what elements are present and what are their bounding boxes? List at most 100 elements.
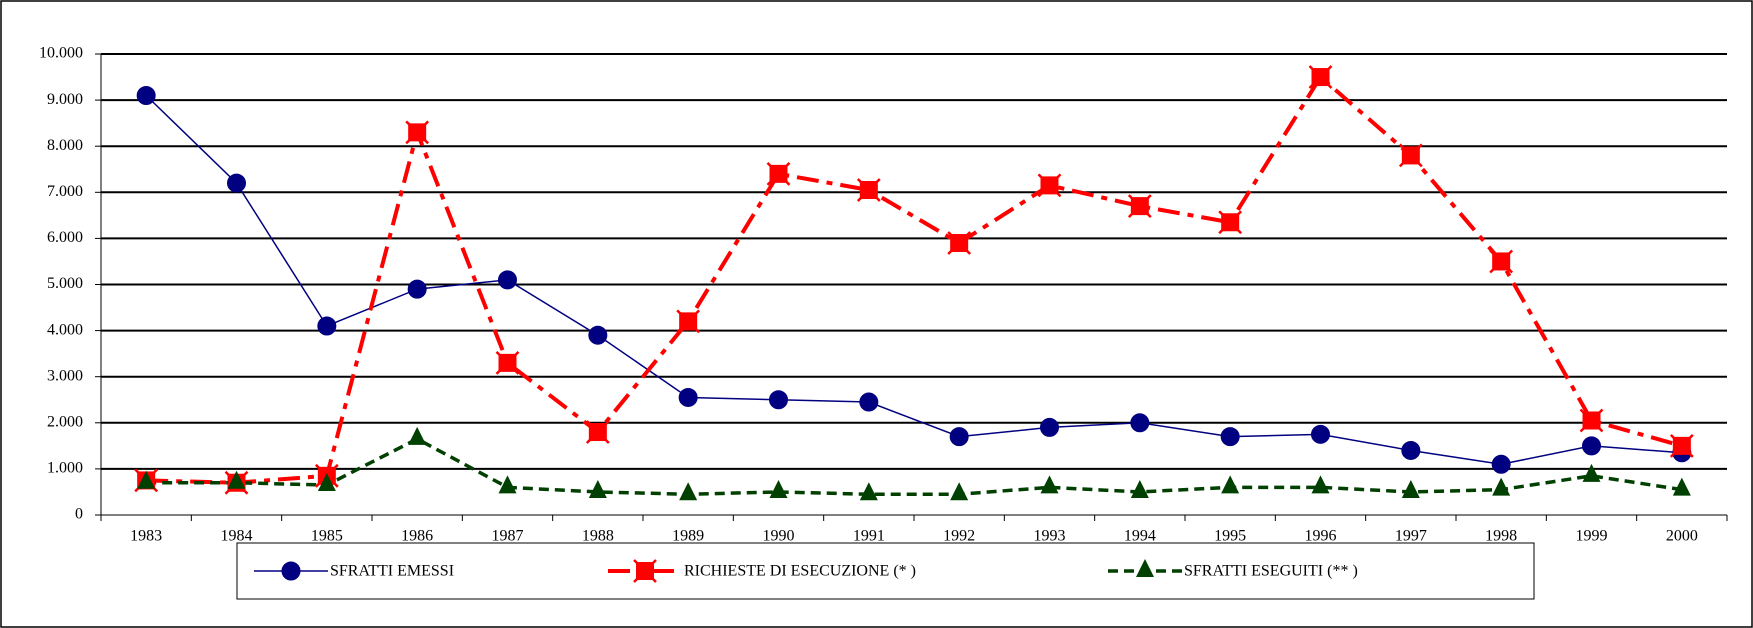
marker-triangle [137, 470, 156, 489]
marker-x [1669, 433, 1694, 458]
marker-triangle [1582, 463, 1601, 482]
marker-circle [949, 427, 969, 447]
legend-item: SFRATTI ESEGUITI (** ) [1108, 559, 1358, 580]
marker-circle [1130, 413, 1150, 433]
marker [1127, 194, 1152, 219]
marker [950, 482, 969, 501]
marker-x [947, 231, 972, 255]
marker [1579, 408, 1604, 433]
x-tick-label: 1984 [221, 528, 253, 545]
marker-x [1308, 65, 1333, 89]
marker [498, 475, 517, 494]
marker-x [1218, 210, 1243, 235]
marker [766, 161, 791, 186]
marker [676, 309, 701, 334]
marker [1489, 249, 1514, 274]
marker [859, 482, 878, 501]
legend-marker [633, 559, 657, 583]
marker [498, 270, 517, 290]
marker [585, 420, 610, 444]
y-tick-label: 0 [75, 506, 83, 523]
x-tick-label: 1992 [943, 528, 975, 545]
marker [769, 479, 788, 498]
marker [1218, 210, 1243, 235]
x-tick-label: 1986 [401, 528, 433, 545]
marker-circle [317, 316, 337, 336]
legend-item: SFRATTI EMESSI [254, 561, 454, 581]
marker-triangle [1311, 475, 1330, 494]
marker [495, 350, 520, 375]
marker [407, 279, 427, 299]
y-tick-label: 6.000 [47, 229, 83, 246]
marker [1401, 440, 1421, 460]
marker [1401, 479, 1420, 498]
marker-circle [588, 325, 608, 345]
marker-triangle [588, 479, 607, 498]
marker-triangle [227, 470, 246, 489]
marker-triangle [408, 426, 427, 445]
marker-x [676, 309, 701, 334]
x-tick-label: 1999 [1576, 528, 1608, 545]
marker [588, 325, 608, 345]
x-tick-label: 1990 [763, 528, 795, 545]
marker [1672, 477, 1691, 496]
x-tick-label: 1991 [853, 528, 885, 545]
marker [405, 120, 430, 145]
y-tick-label: 4.000 [47, 321, 83, 338]
marker-x [1579, 408, 1604, 433]
marker-x [495, 350, 520, 375]
marker [227, 470, 246, 489]
marker [949, 427, 969, 447]
marker [136, 85, 156, 105]
marker [1040, 475, 1059, 494]
marker-circle [1401, 440, 1421, 460]
marker [1311, 475, 1330, 494]
legend-marker [1136, 559, 1154, 577]
x-tick-label: 1988 [582, 528, 614, 545]
marker-x [633, 559, 657, 583]
legend-label: RICHIESTE DI ESECUZIONE (* ) [684, 563, 916, 580]
marker-circle [407, 279, 427, 299]
x-tick-label: 2000 [1666, 528, 1698, 545]
marker [588, 479, 607, 498]
marker-x [585, 420, 610, 444]
y-tick-label: 1.000 [47, 460, 83, 477]
y-tick-label: 7.000 [47, 183, 83, 200]
marker-circle [1311, 424, 1330, 444]
marker-x [1127, 194, 1152, 219]
marker [408, 426, 427, 445]
series-line [146, 436, 1683, 497]
marker-circle [281, 561, 301, 581]
marker-x [856, 178, 881, 202]
x-tick-label: 1998 [1485, 528, 1517, 545]
marker [859, 392, 879, 412]
x-tick-label: 1985 [311, 528, 343, 545]
marker [1221, 475, 1240, 494]
x-tick-label: 1997 [1395, 528, 1427, 545]
marker [1130, 413, 1150, 433]
marker-circle [769, 390, 788, 410]
y-tick-label: 10.000 [39, 45, 83, 62]
marker [1669, 433, 1694, 458]
marker-triangle [679, 482, 698, 501]
marker-x [1398, 143, 1423, 168]
marker [227, 173, 246, 193]
marker-triangle [498, 475, 517, 494]
x-tick-label: 1989 [672, 528, 704, 545]
marker [1037, 173, 1062, 198]
legend-box [236, 542, 1535, 600]
marker [1492, 477, 1511, 496]
x-tick-label: 1987 [492, 528, 524, 545]
marker-triangle [1130, 479, 1149, 498]
marker-circle [136, 85, 156, 105]
marker [1582, 463, 1601, 482]
marker [1311, 424, 1330, 444]
marker [947, 231, 972, 255]
marker-triangle [769, 479, 788, 498]
marker-x [1037, 173, 1062, 198]
marker-triangle [1221, 475, 1240, 494]
marker-circle [1220, 427, 1240, 447]
marker-triangle [1492, 477, 1511, 496]
